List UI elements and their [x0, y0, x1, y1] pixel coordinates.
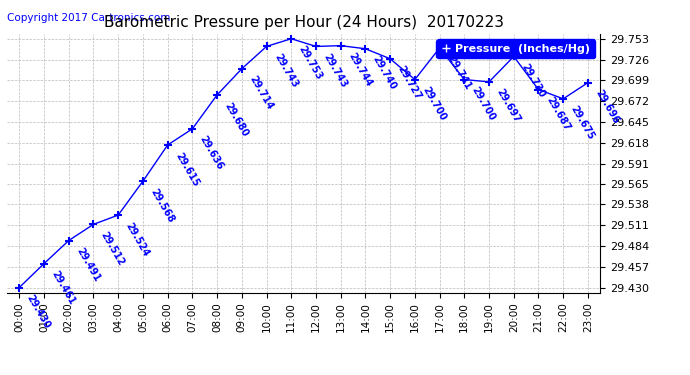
Text: 29.753: 29.753 [297, 44, 324, 82]
Text: 29.615: 29.615 [173, 151, 201, 188]
Text: 29.700: 29.700 [470, 85, 497, 123]
Text: 29.680: 29.680 [223, 100, 250, 138]
Text: Copyright 2017 Cartronics.com: Copyright 2017 Cartronics.com [7, 13, 170, 23]
Text: 29.491: 29.491 [75, 246, 101, 284]
Text: 29.740: 29.740 [371, 54, 398, 92]
Text: 29.743: 29.743 [322, 52, 349, 90]
Text: 29.568: 29.568 [148, 187, 176, 224]
Text: 29.700: 29.700 [420, 85, 448, 123]
Text: 29.727: 29.727 [395, 64, 423, 102]
Legend: Pressure  (Inches/Hg): Pressure (Inches/Hg) [436, 39, 595, 58]
Text: 29.741: 29.741 [445, 54, 473, 91]
Text: 29.744: 29.744 [346, 51, 374, 89]
Text: 29.636: 29.636 [198, 134, 226, 172]
Text: 29.512: 29.512 [99, 230, 126, 267]
Text: 29.675: 29.675 [569, 104, 596, 142]
Text: 29.730: 29.730 [520, 62, 546, 99]
Text: 29.696: 29.696 [593, 88, 621, 126]
Title: Barometric Pressure per Hour (24 Hours)  20170223: Barometric Pressure per Hour (24 Hours) … [104, 15, 504, 30]
Text: 29.524: 29.524 [124, 220, 151, 258]
Text: 29.714: 29.714 [247, 74, 275, 112]
Text: 29.697: 29.697 [495, 87, 522, 125]
Text: 29.430: 29.430 [25, 293, 52, 330]
Text: 29.743: 29.743 [272, 52, 299, 90]
Text: 29.461: 29.461 [50, 269, 77, 307]
Text: 29.687: 29.687 [544, 95, 571, 133]
